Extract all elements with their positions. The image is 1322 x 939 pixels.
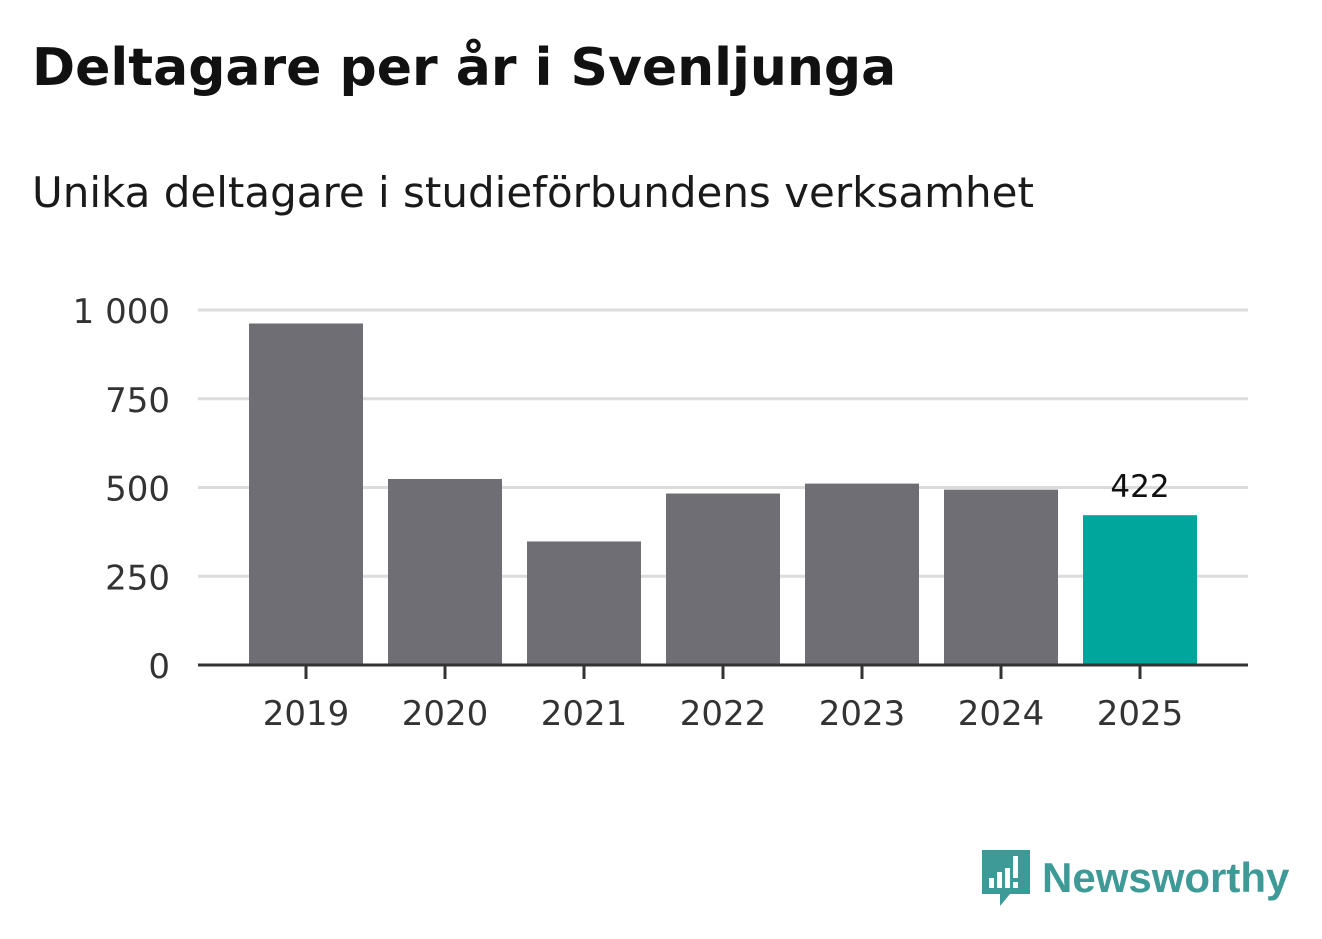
y-tick-label: 250 <box>105 558 170 598</box>
x-tick-label: 2020 <box>402 694 489 734</box>
bar-2025 <box>1083 515 1197 665</box>
x-tick-label: 2025 <box>1097 694 1184 734</box>
bar-2019 <box>249 323 363 665</box>
y-tick-label: 1 000 <box>73 292 170 332</box>
y-tick-label: 750 <box>105 381 170 421</box>
bar-2021 <box>527 541 641 665</box>
x-tick-label: 2021 <box>541 694 628 734</box>
bars <box>249 323 1197 665</box>
x-tick-label: 2023 <box>819 694 906 734</box>
chart-title: Deltagare per år i Svenljunga <box>32 38 897 98</box>
brand-name: Newsworthy <box>1042 854 1290 901</box>
y-tick-label: 0 <box>148 647 170 687</box>
data-label-2025: 422 <box>1110 469 1169 505</box>
bar-2024 <box>944 489 1058 665</box>
x-tick-label: 2024 <box>958 694 1045 734</box>
x-axis <box>198 663 1248 679</box>
data-labels: 422 <box>1110 469 1169 505</box>
x-axis-tick-labels: 2019 2020 2021 2022 2023 2024 2025 <box>263 694 1184 734</box>
y-tick-label: 500 <box>105 470 170 510</box>
bar-2023 <box>805 483 919 665</box>
chart-subtitle: Unika deltagare i studieförbundens verks… <box>32 168 1034 217</box>
x-tick-label: 2022 <box>680 694 767 734</box>
bar-2020 <box>388 478 502 665</box>
y-axis-tick-labels: 0 250 500 750 1 000 <box>73 292 170 687</box>
x-tick-label: 2019 <box>263 694 350 734</box>
bar-2022 <box>666 493 780 665</box>
brand-logo: Newsworthy <box>980 848 1289 908</box>
newsworthy-logo-icon <box>982 850 1030 906</box>
